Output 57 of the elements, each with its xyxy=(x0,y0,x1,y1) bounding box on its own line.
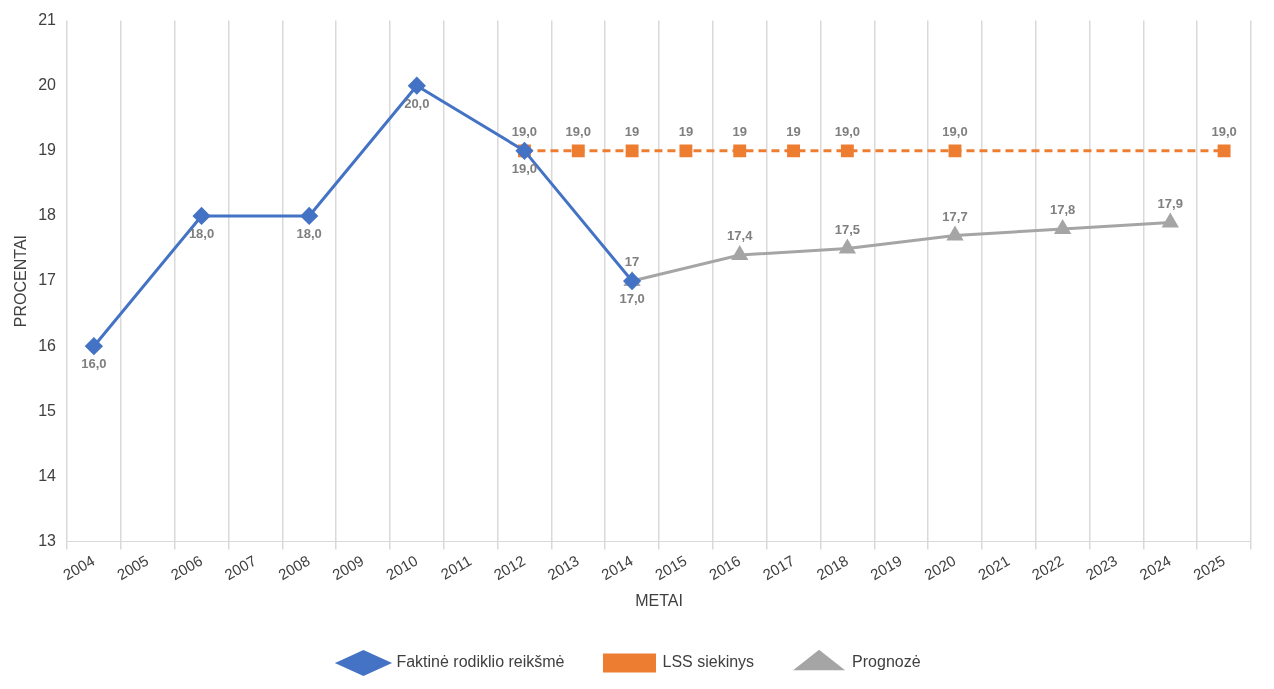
x-tick-label: 2007 xyxy=(221,551,259,584)
x-tick-label: 2021 xyxy=(975,551,1013,584)
y-tick-label: 15 xyxy=(38,401,57,419)
data-label: 20,0 xyxy=(404,95,430,111)
data-label: 19,0 xyxy=(511,160,538,176)
y-tick-label: 19 xyxy=(38,141,57,159)
x-tick-label: 2010 xyxy=(383,551,421,584)
data-label: 18,0 xyxy=(188,226,215,242)
data-label: 17 xyxy=(624,254,640,270)
x-tick-label: 2009 xyxy=(329,551,367,584)
data-label: 19,0 xyxy=(511,123,538,139)
data-label: 17,7 xyxy=(942,208,968,224)
x-tick-label: 2014 xyxy=(598,551,636,584)
y-tick-label: 21 xyxy=(38,11,57,29)
data-label: 17,0 xyxy=(619,291,645,307)
x-tick-label: 2011 xyxy=(437,551,475,583)
x-axis-title: METAI xyxy=(635,591,683,609)
data-label: 17,5 xyxy=(834,221,861,237)
legend-label: LSS siekinys xyxy=(662,653,755,671)
data-label: 18,0 xyxy=(296,226,322,242)
x-tick-label: 2022 xyxy=(1028,551,1067,584)
x-tick-label: 2013 xyxy=(544,551,582,584)
data-label: 19 xyxy=(732,123,747,139)
x-tick-label: 2023 xyxy=(1082,551,1121,584)
data-label: 19,0 xyxy=(942,123,968,139)
data-label: 17,8 xyxy=(1049,202,1076,218)
y-tick-label: 18 xyxy=(38,206,57,224)
data-label: 19,0 xyxy=(565,123,591,139)
x-tick-label: 2018 xyxy=(813,551,851,584)
data-label: 17,4 xyxy=(727,228,754,244)
x-tick-label: 2020 xyxy=(921,551,959,584)
data-label: 19 xyxy=(624,123,640,139)
data-label: 17,9 xyxy=(1157,195,1183,211)
x-tick-label: 2019 xyxy=(867,551,905,584)
y-tick-label: 16 xyxy=(38,336,57,354)
data-label: 16,0 xyxy=(81,356,107,372)
x-tick-label: 2017 xyxy=(759,551,798,584)
x-tick-label: 2025 xyxy=(1190,551,1228,584)
x-tick-label: 2006 xyxy=(167,551,206,584)
x-tick-label: 2012 xyxy=(490,551,529,584)
y-tick-label: 13 xyxy=(38,531,57,549)
legend-label: Faktinė rodiklio reikšmė xyxy=(396,653,565,671)
x-tick-label: 2004 xyxy=(60,551,98,584)
x-tick-label: 2008 xyxy=(275,551,313,584)
x-tick-label: 2016 xyxy=(705,551,744,584)
legend-label: Prognozė xyxy=(852,653,921,671)
data-label: 19 xyxy=(786,123,801,139)
data-label: 19,0 xyxy=(834,123,861,139)
y-tick-label: 17 xyxy=(38,271,57,289)
y-tick-label: 14 xyxy=(38,466,57,484)
data-label: 19 xyxy=(678,123,694,139)
y-axis-title: PROCENTAI xyxy=(12,234,30,328)
x-tick-label: 2024 xyxy=(1136,551,1174,584)
y-tick-label: 20 xyxy=(38,76,57,94)
x-tick-label: 2015 xyxy=(652,551,690,584)
x-tick-label: 2005 xyxy=(113,551,152,584)
data-label: 19,0 xyxy=(1211,123,1237,139)
